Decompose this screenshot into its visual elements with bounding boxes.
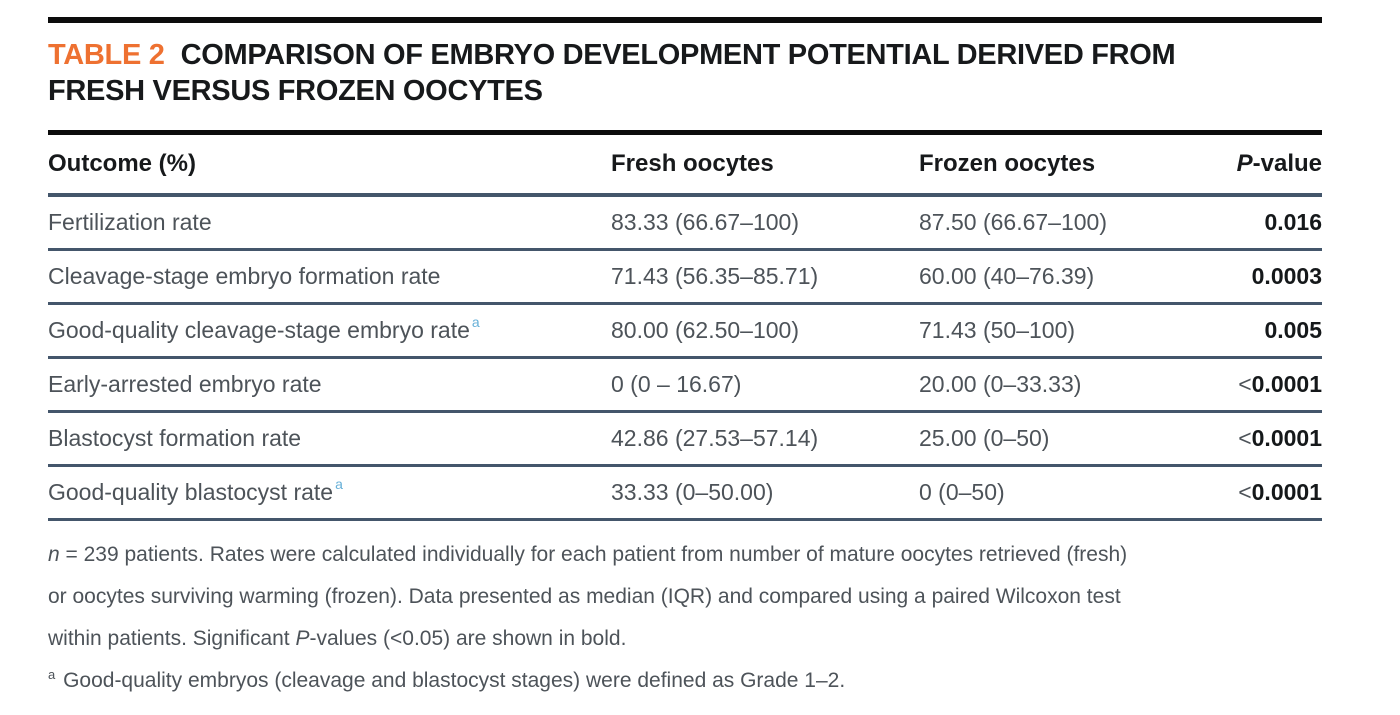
cell-fresh: 0 (0 – 16.67) [611, 371, 742, 397]
cell-fresh: 33.33 (0–50.00) [611, 479, 774, 505]
table-header-row: Outcome (%) Fresh oocytes Frozen oocytes… [48, 135, 1322, 197]
cell-fresh: 42.86 (27.53–57.14) [611, 425, 819, 451]
table-footnotes: n = 239 patients. Rates were calculated … [48, 534, 1322, 704]
cell-outcome: Blastocyst formation rate [48, 425, 302, 451]
table-row: Good-quality blastocyst rate a 33.33 (0–5… [48, 467, 1322, 521]
footnote-line: or oocytes surviving warming (frozen). D… [48, 585, 1121, 608]
cell-pvalue: <0.0001 [1238, 425, 1322, 451]
table-figure: TABLE 2 COMPARISON OF EMBRYO DEVELOPMENT … [48, 17, 1322, 704]
table-title-line2: FRESH VERSUS FROZEN OOCYTES [48, 75, 543, 107]
table-row: Cleavage-stage embryo formation rate 71.… [48, 251, 1322, 305]
column-header-outcome: Outcome (%) [48, 150, 197, 177]
cell-pvalue: 0.0003 [1251, 263, 1322, 289]
cell-outcome: Early-arrested embryo rate [48, 371, 322, 397]
cell-outcome: Fertilization rate [48, 209, 212, 235]
cell-frozen: 71.43 (50–100) [919, 317, 1076, 343]
column-header-pvalue: P -value [1236, 150, 1322, 177]
cell-frozen: 20.00 (0–33.33) [919, 371, 1082, 397]
cell-frozen: 60.00 (40–76.39) [919, 263, 1095, 289]
table-row: Fertilization rate 83.33 (66.67–100) 87.… [48, 197, 1322, 251]
footnote-marker: a [335, 475, 343, 492]
footnote-marker: a [471, 313, 480, 330]
cell-fresh: 83.33 (66.67–100) [611, 209, 799, 235]
cell-pvalue: 0.005 [1264, 317, 1322, 343]
cell-outcome: Good-quality cleavage-stage embryo rate a [48, 313, 480, 344]
table-title-text1: COMPARISON OF EMBRYO DEVELOPMENT POTENTI… [180, 39, 1176, 71]
top-rule [48, 17, 1322, 23]
cell-frozen: 0 (0–50) [919, 479, 1005, 505]
table-row: Early-arrested embryo rate 0 (0 – 16.67)… [48, 359, 1322, 413]
header-top-rule [48, 130, 1322, 135]
footnote-line: within patients. Significant P-values (<… [48, 627, 627, 650]
cell-fresh: 80.00 (62.50–100) [611, 317, 799, 343]
cell-pvalue: <0.0001 [1238, 479, 1322, 505]
table-number-label: TABLE 2 [48, 39, 165, 71]
table-row: Blastocyst formation rate 42.86 (27.53–5… [48, 413, 1322, 467]
cell-outcome: Cleavage-stage embryo formation rate [48, 263, 441, 289]
column-header-frozen: Frozen oocytes [919, 150, 1096, 177]
table-row: Good-quality cleavage-stage embryo rate a… [48, 305, 1322, 359]
column-header-fresh: Fresh oocytes [611, 150, 774, 177]
table-title-line1: TABLE 2 COMPARISON OF EMBRYO DEVELOPMENT … [48, 37, 1322, 73]
cell-pvalue: <0.0001 [1238, 371, 1322, 397]
cell-pvalue: 0.016 [1264, 209, 1322, 235]
footnote-a-marker: a [48, 667, 56, 682]
cell-fresh: 71.43 (56.35–85.71) [611, 263, 819, 289]
cell-frozen: 87.50 (66.67–100) [919, 209, 1107, 235]
footnote-line-a: a Good-quality embryos (cleavage and bla… [48, 667, 846, 692]
cell-frozen: 25.00 (0–50) [919, 425, 1050, 451]
table-title: TABLE 2 COMPARISON OF EMBRYO DEVELOPMENT … [48, 37, 1322, 109]
cell-outcome: Good-quality blastocyst rate a [48, 475, 343, 506]
footnote-line: n = 239 patients. Rates were calculated … [48, 543, 1128, 566]
